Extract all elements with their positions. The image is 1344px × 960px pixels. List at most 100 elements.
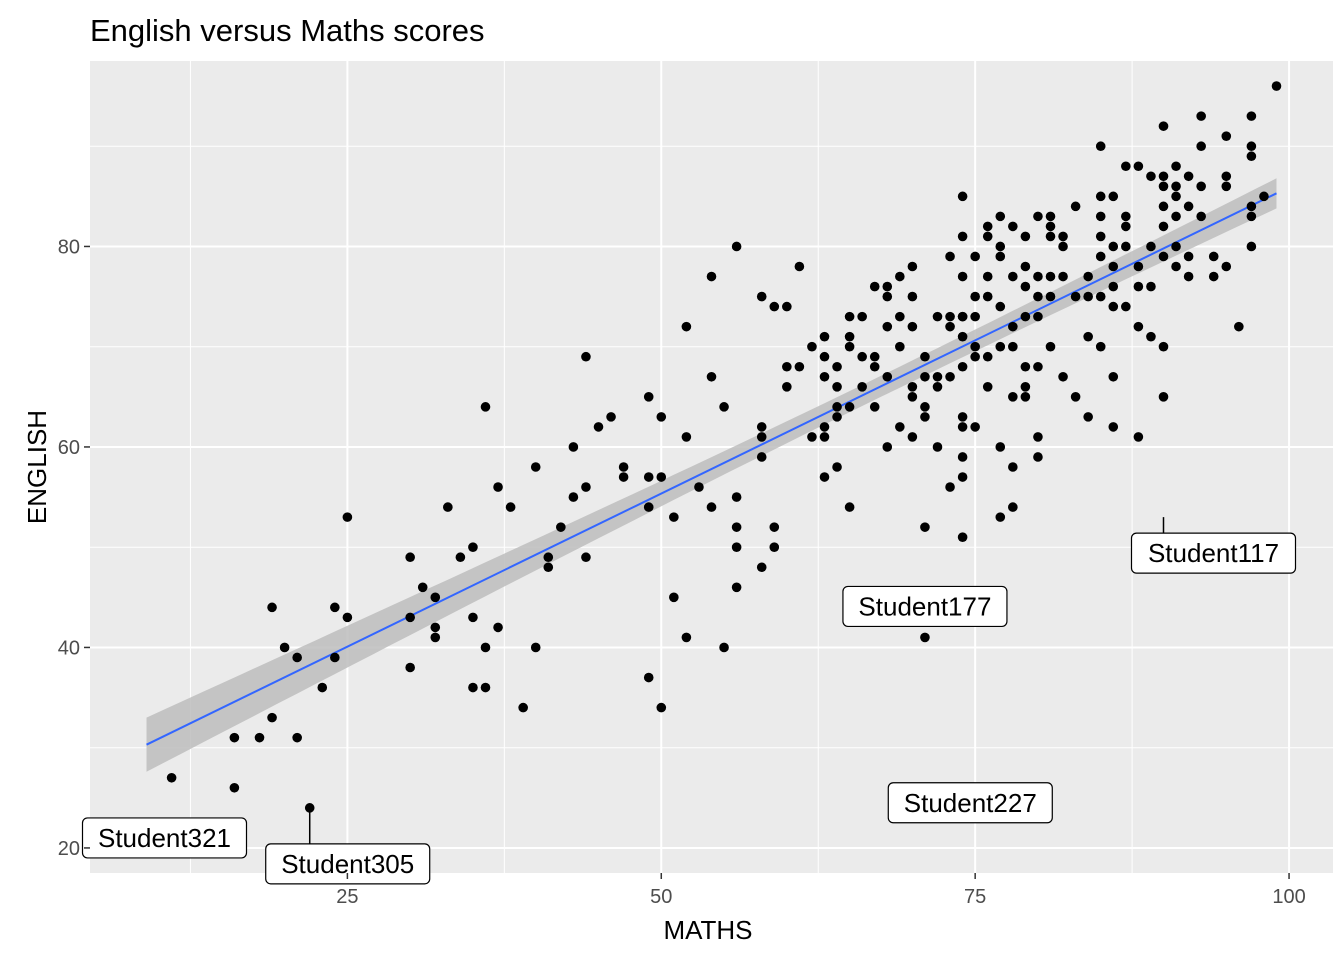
data-point [405, 662, 415, 673]
data-point [995, 251, 1006, 262]
data-point [995, 211, 1006, 222]
data-point [405, 552, 415, 563]
data-point [1033, 291, 1043, 302]
y-tick-label: 20 [58, 838, 80, 860]
data-point [292, 652, 302, 663]
label-box [265, 843, 431, 885]
x-tick-label: 25 [336, 886, 358, 908]
data-point [1070, 201, 1081, 212]
data-point [480, 642, 491, 653]
data-point [1020, 382, 1031, 392]
data-point [606, 412, 616, 422]
y-tick-label: 80 [58, 236, 80, 258]
data-point [769, 522, 780, 532]
data-point [957, 331, 968, 342]
data-point [869, 361, 880, 372]
point-label: Student321 [98, 823, 231, 853]
data-point [719, 402, 729, 412]
data-point [405, 612, 415, 623]
data-point [957, 532, 968, 542]
data-point [1108, 281, 1119, 292]
data-point [945, 371, 955, 382]
data-point [694, 482, 704, 492]
data-point [1133, 281, 1144, 292]
data-point [844, 311, 855, 322]
data-point [1133, 261, 1144, 272]
label-box [81, 817, 248, 859]
data-point [480, 682, 491, 693]
data-point [1196, 211, 1206, 222]
data-point [1146, 241, 1156, 252]
data-point [643, 392, 654, 402]
data-point [731, 492, 742, 502]
data-point [1221, 131, 1232, 141]
data-point [417, 582, 428, 593]
data-point [907, 392, 918, 402]
data-point [1208, 271, 1219, 282]
data-point [1033, 361, 1043, 372]
data-point [1158, 171, 1169, 182]
data-point [643, 472, 654, 482]
data-point [1070, 291, 1081, 302]
data-point [882, 321, 893, 332]
data-point [1183, 271, 1194, 282]
data-point [1171, 211, 1181, 222]
data-point [1108, 371, 1119, 382]
data-point [1008, 502, 1018, 512]
data-point [932, 382, 943, 392]
data-point [807, 341, 817, 352]
data-point [1196, 141, 1206, 152]
data-point [1058, 231, 1068, 242]
data-point [782, 382, 792, 392]
data-point [1095, 291, 1106, 302]
data-point [995, 442, 1006, 452]
data-point [1058, 371, 1068, 382]
data-point [970, 291, 980, 302]
data-point [857, 351, 867, 362]
data-point [455, 552, 466, 563]
label-box [842, 585, 1008, 628]
data-point [1158, 221, 1169, 232]
data-point [1020, 311, 1031, 322]
data-point [443, 502, 453, 512]
data-point [505, 502, 516, 512]
data-point [1083, 412, 1093, 422]
data-point [957, 472, 968, 482]
data-point [1045, 221, 1056, 232]
data-point [982, 382, 993, 392]
data-point [920, 351, 930, 362]
data-point [568, 442, 579, 452]
data-point [1095, 231, 1106, 242]
data-point [254, 732, 265, 743]
data-point [932, 311, 943, 322]
data-point [1045, 271, 1056, 282]
data-point [1095, 341, 1106, 352]
data-point [706, 271, 717, 282]
chart-title: English versus Maths scores [90, 13, 485, 48]
data-point [920, 371, 930, 382]
data-point [907, 291, 918, 302]
y-axis-ticks: 20 40 60 80 [58, 236, 90, 860]
data-point [681, 632, 692, 643]
data-point [882, 371, 893, 382]
data-point [1171, 191, 1181, 202]
data-point [970, 341, 980, 352]
data-point [731, 542, 742, 552]
confidence-ribbon [146, 178, 1277, 772]
data-point [1158, 341, 1169, 352]
data-point [756, 422, 767, 432]
data-point [1121, 161, 1131, 172]
data-point [1246, 141, 1257, 152]
data-point [1133, 432, 1144, 442]
data-point [907, 382, 918, 392]
data-point [229, 732, 240, 743]
data-point [920, 632, 930, 643]
data-point [1095, 211, 1106, 222]
data-point [618, 472, 629, 482]
data-point [832, 361, 842, 372]
data-point [1146, 331, 1156, 342]
data-point [430, 632, 441, 643]
data-point [543, 552, 554, 563]
data-point [844, 331, 855, 342]
data-point [794, 361, 805, 372]
